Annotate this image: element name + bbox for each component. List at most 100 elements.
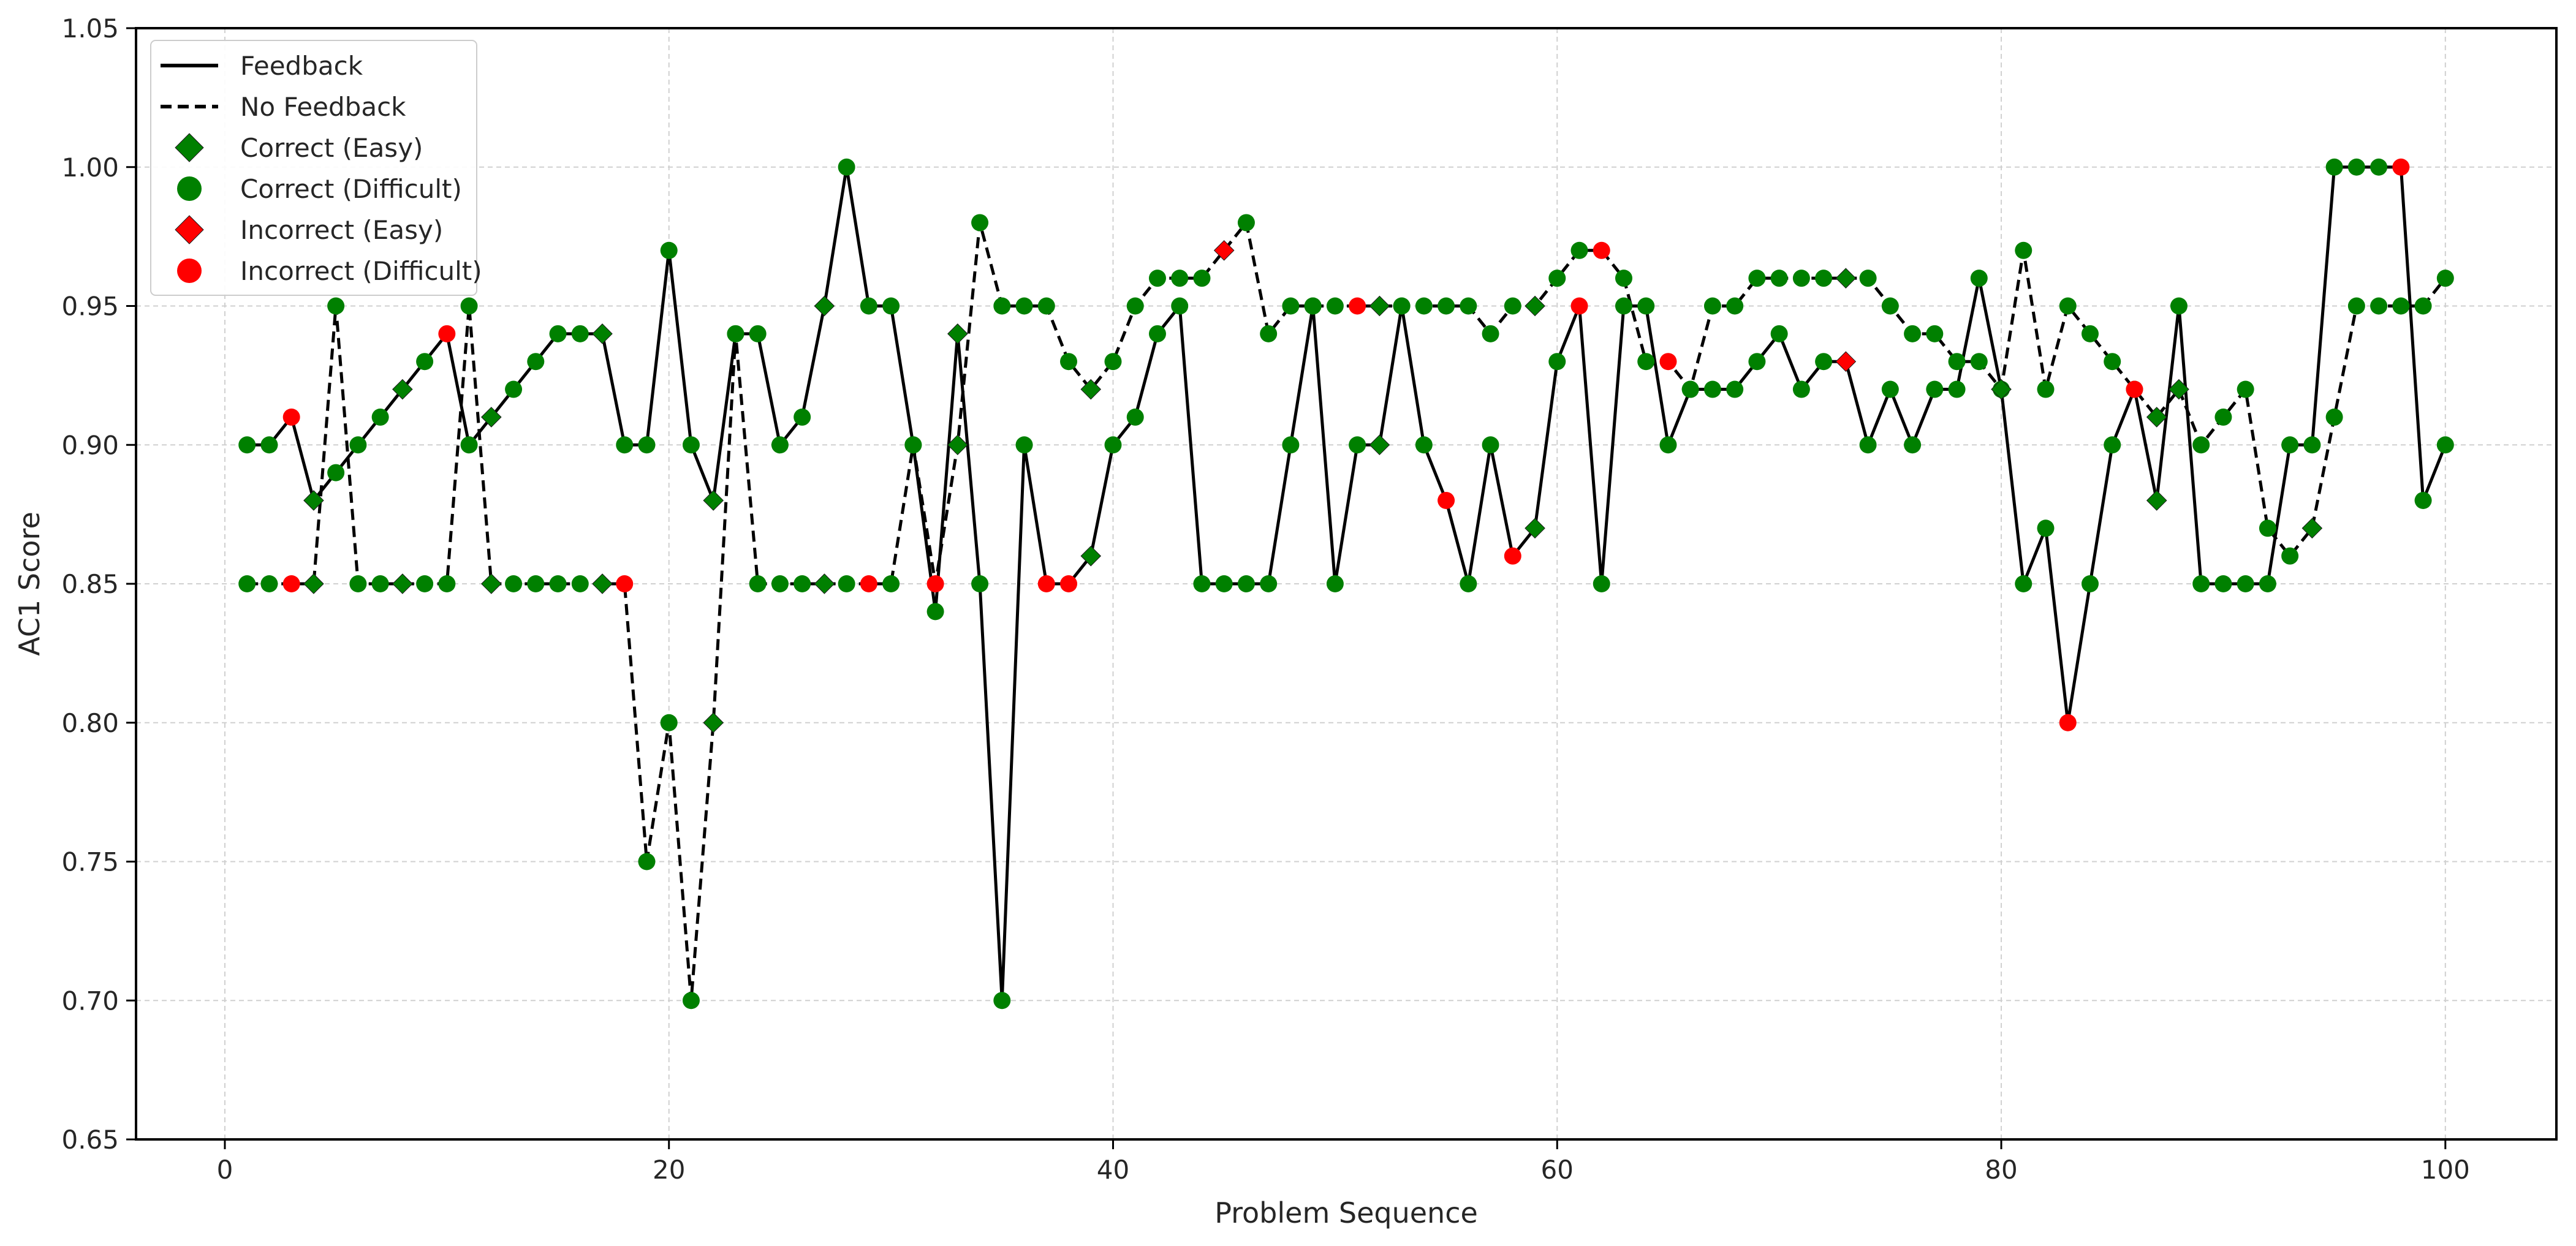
data-point-feedback: [2059, 714, 2077, 731]
data-point-feedback: [2436, 436, 2454, 454]
data-point-feedback: [2037, 519, 2055, 537]
y-tick-label: 1.00: [61, 153, 119, 183]
data-point-feedback: [1060, 575, 1078, 592]
data-point-no-feedback: [1415, 297, 1433, 315]
data-point-feedback: [2303, 436, 2321, 454]
data-point-no-feedback: [794, 575, 811, 592]
data-point-feedback: [592, 323, 613, 344]
data-point-no-feedback: [2301, 518, 2323, 539]
data-point-feedback: [2237, 575, 2254, 592]
data-point-no-feedback: [1438, 297, 1455, 315]
data-point-feedback: [1171, 297, 1189, 315]
data-point-no-feedback: [349, 575, 367, 592]
data-point-no-feedback: [2414, 297, 2432, 315]
data-point-no-feedback: [749, 575, 767, 592]
data-point-feedback: [1748, 353, 1766, 371]
data-point-feedback: [860, 297, 877, 315]
data-point-feedback: [1703, 380, 1721, 398]
data-point-no-feedback: [1593, 241, 1610, 259]
data-point-feedback: [1080, 545, 1102, 567]
data-point-no-feedback: [2015, 241, 2032, 259]
data-point-no-feedback: [771, 575, 789, 592]
data-point-feedback: [1593, 575, 1610, 592]
y-tick-label: 0.80: [61, 708, 119, 738]
data-point-no-feedback: [260, 575, 278, 592]
data-point-no-feedback: [860, 575, 877, 592]
data-point-feedback: [371, 408, 389, 426]
data-point-feedback: [1570, 297, 1588, 315]
data-point-no-feedback: [703, 712, 724, 733]
data-point-feedback: [1104, 436, 1122, 454]
data-point-feedback: [1970, 270, 1988, 287]
data-point-feedback: [460, 436, 478, 454]
data-point-feedback: [2325, 158, 2343, 176]
data-point-feedback: [2214, 575, 2232, 592]
data-point-feedback: [2104, 436, 2121, 454]
legend-entry: No Feedback: [161, 92, 406, 122]
data-point-feedback: [2414, 491, 2432, 509]
data-point-feedback: [1835, 351, 1857, 372]
data-point-no-feedback: [1926, 325, 1944, 342]
data-point-no-feedback: [1792, 270, 1810, 287]
data-point-no-feedback: [2104, 353, 2121, 371]
data-point-no-feedback: [1637, 353, 1655, 371]
data-point-no-feedback: [1835, 268, 1857, 289]
data-point-no-feedback: [947, 434, 968, 456]
y-axis-label: AC1 Score: [13, 512, 46, 656]
data-point-no-feedback: [2169, 379, 2189, 400]
legend-entry: Correct (Difficult): [177, 174, 462, 204]
data-point-no-feedback: [616, 575, 634, 592]
y-tick-label: 0.75: [61, 847, 119, 877]
data-point-feedback: [1637, 297, 1655, 315]
data-point-feedback: [2015, 575, 2032, 592]
data-point-feedback: [303, 490, 324, 511]
data-point-no-feedback: [2081, 325, 2099, 342]
data-point-no-feedback: [1726, 297, 1744, 315]
data-point-feedback: [2347, 158, 2365, 176]
data-point-feedback: [1504, 547, 1521, 565]
data-point-no-feedback: [1991, 379, 2012, 400]
data-point-feedback: [814, 295, 835, 317]
data-point-no-feedback: [2281, 547, 2299, 565]
data-point-no-feedback: [1171, 270, 1189, 287]
data-point-no-feedback: [1080, 379, 1102, 400]
legend-label: Correct (Difficult): [240, 174, 462, 204]
data-point-feedback: [926, 603, 944, 621]
data-point-feedback: [1193, 575, 1211, 592]
data-point-feedback: [1282, 436, 1300, 454]
data-point-no-feedback: [1282, 297, 1300, 315]
data-point-no-feedback: [2325, 408, 2343, 426]
data-point-no-feedback: [592, 573, 613, 594]
data-point-no-feedback: [838, 575, 855, 592]
legend-label: Feedback: [240, 51, 363, 81]
x-tick-label: 60: [1541, 1155, 1574, 1185]
data-markers: [238, 158, 2454, 1010]
data-point-feedback: [416, 353, 434, 371]
data-point-no-feedback: [2436, 270, 2454, 287]
data-point-no-feedback: [1570, 241, 1588, 259]
data-point-feedback: [1326, 575, 1344, 592]
data-point-no-feedback: [814, 573, 835, 594]
x-axis-label: Problem Sequence: [1214, 1196, 1478, 1229]
data-point-feedback: [1037, 575, 1055, 592]
data-point-no-feedback: [527, 575, 545, 592]
data-point-no-feedback: [571, 575, 589, 592]
data-point-no-feedback: [1970, 353, 1988, 371]
data-point-feedback: [771, 436, 789, 454]
data-point-feedback: [549, 325, 567, 342]
data-point-feedback: [505, 380, 523, 398]
data-point-no-feedback: [904, 436, 922, 454]
data-point-feedback: [238, 436, 256, 454]
data-point-no-feedback: [392, 573, 413, 594]
data-point-feedback: [1926, 380, 1944, 398]
data-point-no-feedback: [2126, 380, 2143, 398]
data-point-feedback: [638, 436, 656, 454]
data-point-no-feedback: [1126, 297, 1144, 315]
data-point-feedback: [1792, 380, 1810, 398]
data-point-feedback: [2392, 158, 2410, 176]
data-point-no-feedback: [282, 575, 300, 592]
data-point-feedback: [527, 353, 545, 371]
legend-entry: Feedback: [161, 51, 363, 81]
data-point-feedback: [1369, 434, 1390, 456]
